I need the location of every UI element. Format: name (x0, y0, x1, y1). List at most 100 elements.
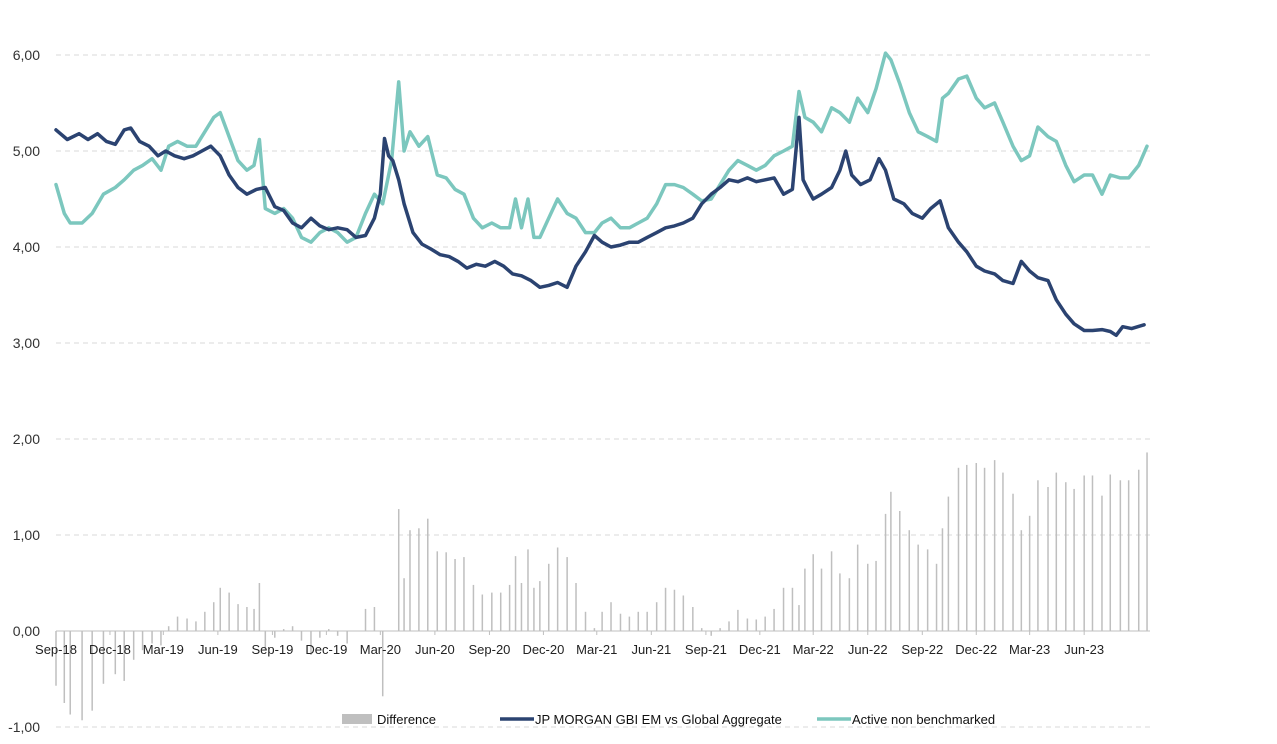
difference-bar (1083, 475, 1085, 631)
difference-bar (890, 491, 892, 631)
difference-bar (791, 587, 794, 631)
difference-bar (966, 464, 968, 631)
difference-bar (782, 587, 785, 631)
difference-bar (228, 592, 230, 631)
difference-bar (655, 602, 658, 631)
difference-bar (195, 621, 197, 631)
difference-bar (1037, 480, 1039, 631)
difference-bar (102, 631, 105, 684)
difference-bar (514, 556, 517, 631)
x-tick-label: Jun-20 (415, 642, 455, 657)
difference-bar (737, 609, 739, 631)
difference-bar (160, 631, 162, 646)
x-axis-ticks: Sep-18 Dec-18 Mar-19 Jun-19 Sep-19 Dec-19 Mar-… (35, 631, 1104, 657)
difference-bar (520, 583, 523, 631)
legend-label: Active non benchmarked (852, 712, 995, 727)
difference-bar (300, 631, 303, 641)
difference-bar (1028, 515, 1031, 631)
difference-bar (610, 602, 612, 631)
difference-bar (539, 581, 541, 631)
difference-bar (1073, 488, 1075, 631)
difference-bar (1091, 475, 1094, 631)
difference-bar (533, 587, 535, 631)
difference-bar (941, 528, 944, 631)
difference-bar (917, 544, 919, 631)
y-tick-label: 6,00 (13, 47, 40, 63)
x-tick-label: Sep-20 (468, 642, 510, 657)
difference-bar (710, 631, 712, 636)
difference-bar (258, 583, 261, 631)
difference-bar (584, 611, 587, 631)
difference-bar (481, 594, 484, 631)
difference-bar (556, 547, 559, 631)
y-tick-label: 2,00 (13, 431, 40, 447)
difference-bar (1101, 495, 1103, 631)
difference-bar (253, 608, 255, 631)
difference-bar (637, 611, 640, 631)
x-tick-label: Dec-18 (89, 642, 131, 657)
difference-bar (926, 549, 929, 631)
x-tick-label: Jun-21 (631, 642, 671, 657)
difference-bar (246, 607, 248, 631)
difference-bar (856, 544, 859, 631)
difference-bar (328, 629, 330, 631)
difference-bar (167, 626, 170, 631)
difference-bar (219, 587, 221, 631)
difference-bar (646, 611, 648, 631)
difference-bar (212, 602, 215, 631)
difference-bar (1012, 493, 1014, 631)
difference-bar (682, 595, 685, 631)
difference-bar (463, 557, 465, 631)
difference-bar (867, 563, 869, 631)
x-tick-label: Mar-19 (143, 642, 184, 657)
difference-bar (132, 631, 135, 660)
difference-bar (830, 551, 833, 631)
y-tick-label: -1,00 (8, 719, 40, 735)
difference-bar (798, 605, 800, 631)
difference-bar (664, 587, 667, 631)
difference-bar (204, 611, 206, 631)
x-tick-label: Sep-18 (35, 642, 77, 657)
difference-bar (373, 607, 376, 631)
x-tick-label: Dec-19 (305, 642, 347, 657)
legend-label: JP MORGAN GBI EM vs Global Aggregate (535, 712, 782, 727)
difference-bar (773, 608, 775, 631)
difference-bar (755, 619, 758, 631)
difference-bar (114, 631, 117, 675)
difference-bar (454, 559, 456, 631)
x-tick-label: Sep-21 (685, 642, 727, 657)
difference-bar (472, 584, 475, 631)
difference-bar (1146, 452, 1148, 631)
difference-bar (151, 631, 153, 644)
difference-bar (839, 573, 841, 631)
gridlines (56, 54, 1150, 728)
legend-label: Difference (377, 712, 436, 727)
difference-bar (957, 467, 960, 631)
difference-bar (409, 530, 411, 631)
x-tick-label: Dec-20 (522, 642, 564, 657)
difference-bars (55, 452, 1148, 721)
difference-bar (364, 608, 367, 631)
difference-bar (141, 631, 144, 651)
difference-bar (397, 509, 400, 631)
difference-bar (746, 618, 749, 631)
difference-bar (445, 552, 447, 631)
difference-bar (728, 621, 730, 631)
difference-bar (55, 631, 57, 686)
difference-bar (403, 578, 405, 631)
x-tick-label: Mar-20 (360, 642, 401, 657)
difference-bar (346, 631, 348, 644)
difference-bar (673, 589, 676, 631)
x-tick-label: Jun-22 (848, 642, 888, 657)
difference-bar (527, 549, 529, 631)
difference-bar (1119, 480, 1122, 631)
difference-bar (820, 568, 823, 631)
difference-bar (619, 613, 622, 631)
difference-bar (993, 460, 996, 631)
y-tick-label: 4,00 (13, 239, 40, 255)
y-axis-ticks: -1,00 0,00 1,00 2,00 3,00 4,00 5,00 6,00 (8, 47, 40, 735)
difference-bar (91, 631, 93, 711)
difference-bar (319, 631, 321, 638)
difference-bar (237, 604, 239, 631)
